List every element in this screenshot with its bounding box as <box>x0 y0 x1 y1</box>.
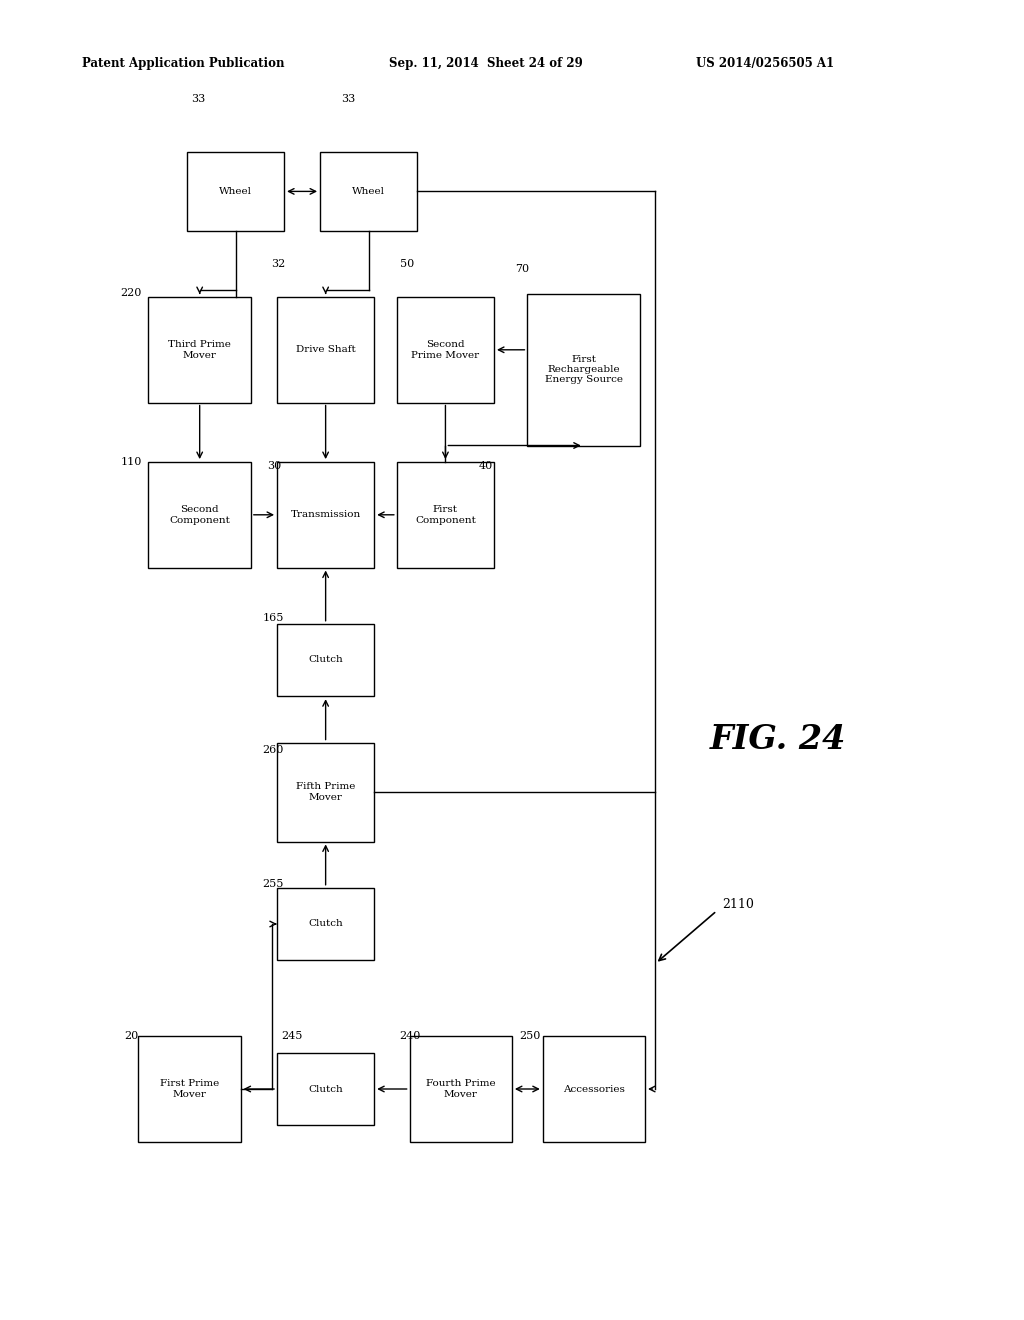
Text: Accessories: Accessories <box>563 1085 625 1093</box>
Text: Third Prime
Mover: Third Prime Mover <box>168 341 231 359</box>
Text: Clutch: Clutch <box>308 1085 343 1093</box>
Text: First Prime
Mover: First Prime Mover <box>160 1080 219 1098</box>
Bar <box>276 1053 375 1125</box>
Bar <box>276 462 375 568</box>
Text: 165: 165 <box>263 612 284 623</box>
Bar <box>410 1036 512 1142</box>
Text: US 2014/0256505 A1: US 2014/0256505 A1 <box>696 57 835 70</box>
Bar <box>276 888 375 961</box>
Bar <box>276 297 375 403</box>
Text: 20: 20 <box>124 1031 138 1041</box>
Bar <box>148 297 251 403</box>
Bar <box>319 152 418 231</box>
Text: Fifth Prime
Mover: Fifth Prime Mover <box>296 783 355 801</box>
Bar <box>543 1036 645 1142</box>
Text: 32: 32 <box>271 259 286 269</box>
Text: 250: 250 <box>520 1031 541 1041</box>
Text: Sep. 11, 2014  Sheet 24 of 29: Sep. 11, 2014 Sheet 24 of 29 <box>389 57 583 70</box>
Text: 220: 220 <box>121 288 141 298</box>
Bar <box>397 297 495 403</box>
Text: 2110: 2110 <box>722 898 754 911</box>
Text: 30: 30 <box>267 461 282 471</box>
Text: Second
Prime Mover: Second Prime Mover <box>412 341 479 359</box>
Text: First
Rechargeable
Energy Source: First Rechargeable Energy Source <box>545 355 623 384</box>
Bar <box>186 152 284 231</box>
Text: 255: 255 <box>263 879 284 890</box>
Text: Clutch: Clutch <box>308 920 343 928</box>
Text: 260: 260 <box>263 744 284 755</box>
Text: Patent Application Publication: Patent Application Publication <box>82 57 285 70</box>
Bar <box>276 624 375 697</box>
Text: 240: 240 <box>399 1031 420 1041</box>
Bar <box>138 1036 241 1142</box>
Text: Wheel: Wheel <box>219 187 252 195</box>
Text: 33: 33 <box>341 94 355 104</box>
Text: First
Component: First Component <box>415 506 476 524</box>
Text: 50: 50 <box>400 259 415 269</box>
Text: Drive Shaft: Drive Shaft <box>296 346 355 354</box>
Text: Second
Component: Second Component <box>169 506 230 524</box>
Text: 245: 245 <box>282 1031 302 1041</box>
Bar <box>148 462 251 568</box>
Bar <box>397 462 495 568</box>
Bar <box>527 294 640 446</box>
Text: 70: 70 <box>515 264 529 275</box>
Text: FIG. 24: FIG. 24 <box>710 723 847 755</box>
Text: Transmission: Transmission <box>291 511 360 519</box>
Text: Fourth Prime
Mover: Fourth Prime Mover <box>426 1080 496 1098</box>
Bar <box>276 742 375 842</box>
Text: 40: 40 <box>478 461 493 471</box>
Text: 33: 33 <box>191 94 206 104</box>
Text: Wheel: Wheel <box>352 187 385 195</box>
Text: 110: 110 <box>121 457 141 467</box>
Text: Clutch: Clutch <box>308 656 343 664</box>
